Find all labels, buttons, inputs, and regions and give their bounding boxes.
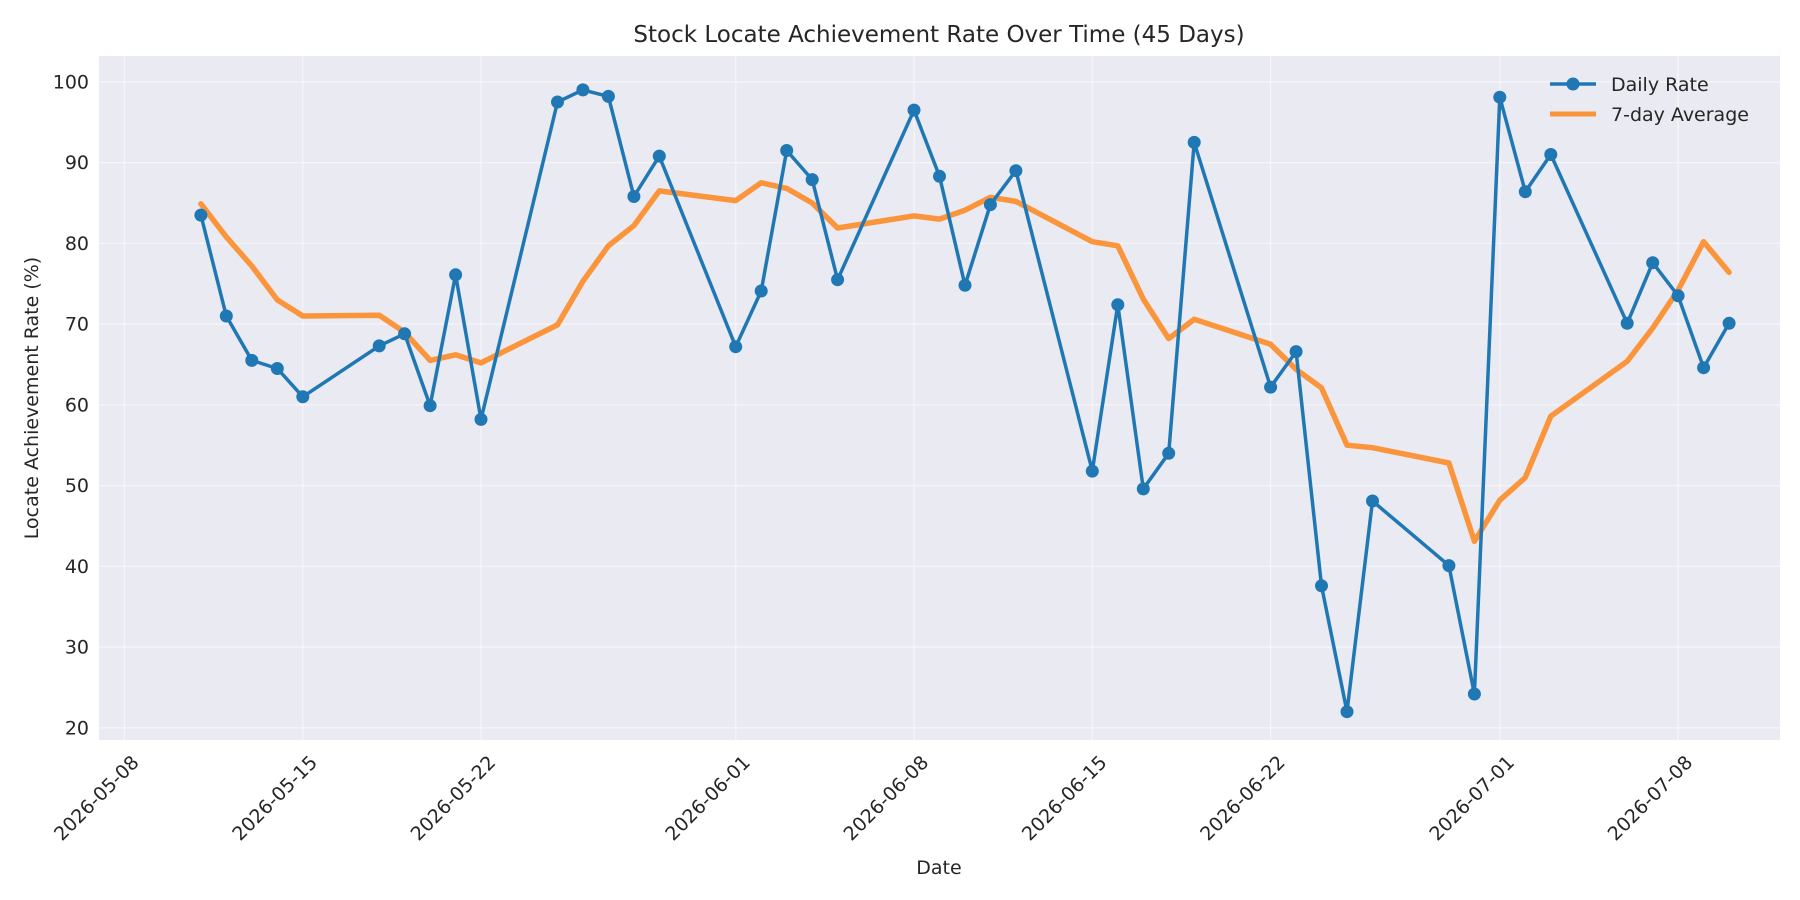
daily-rate-point xyxy=(1697,361,1711,375)
daily-rate-point xyxy=(474,412,488,426)
daily-rate-point xyxy=(1264,380,1278,394)
x-tick-label: 2026-05-22 xyxy=(407,752,501,846)
daily-rate-point xyxy=(601,89,615,103)
daily-rate-point xyxy=(831,273,845,287)
x-tick-label: 2026-05-15 xyxy=(228,752,322,846)
daily-rate-point xyxy=(958,278,972,292)
daily-rate-point xyxy=(398,327,412,341)
daily-rate-point xyxy=(1722,316,1736,330)
daily-rate-point xyxy=(1136,482,1150,496)
daily-rate-point xyxy=(983,198,997,212)
series-layer xyxy=(194,83,1736,719)
daily-rate-point xyxy=(1544,148,1558,161)
daily-rate-point xyxy=(1111,298,1125,312)
daily-rate-point xyxy=(1467,687,1481,701)
daily-rate-point xyxy=(729,340,743,354)
daily-rate-point xyxy=(1366,494,1379,508)
daily-rate-point xyxy=(1518,185,1532,199)
legend: Daily Rate 7-day Average xyxy=(1550,74,1749,126)
daily-rate-point xyxy=(245,353,259,367)
chart-title: Stock Locate Achievement Rate Over Time … xyxy=(633,22,1244,48)
daily-rate-point xyxy=(1620,316,1634,330)
plot-background xyxy=(99,56,1780,740)
x-tick-label: 2026-06-22 xyxy=(1196,752,1290,846)
daily-rate-point xyxy=(780,144,794,157)
y-tick-label: 80 xyxy=(65,233,89,255)
daily-rate-point xyxy=(1671,289,1685,303)
daily-rate-point xyxy=(1315,579,1328,593)
daily-rate-point xyxy=(449,268,463,282)
grid-lines xyxy=(99,56,1780,740)
y-tick-label: 20 xyxy=(65,717,89,739)
daily-rate-point xyxy=(194,208,208,222)
daily-rate-point xyxy=(576,83,590,97)
daily-rate-point xyxy=(1009,164,1023,178)
daily-rate-point xyxy=(372,339,386,353)
daily-rate-point xyxy=(423,399,437,413)
daily-rate-point xyxy=(1289,345,1303,359)
daily-rate-point xyxy=(805,173,819,187)
daily-rate-point xyxy=(754,284,768,298)
y-tick-label: 70 xyxy=(65,314,89,336)
y-axis-title: Locate Achievement Rate (%) xyxy=(21,257,43,539)
y-tick-label: 90 xyxy=(65,152,89,174)
x-axis-title: Date xyxy=(916,857,961,879)
daily-rate-point xyxy=(1340,705,1354,719)
x-tick-label: 2026-06-01 xyxy=(661,752,755,846)
daily-rate-point xyxy=(627,190,641,203)
daily-rate-point xyxy=(1187,135,1201,149)
daily-rate-point xyxy=(1085,464,1099,478)
daily-rate-point xyxy=(1162,446,1176,460)
daily-rate-point xyxy=(933,169,946,183)
daily-rate-point xyxy=(907,103,921,117)
y-tick-label: 40 xyxy=(65,556,89,578)
x-tick-label: 2026-07-08 xyxy=(1604,752,1698,846)
daily-rate-point xyxy=(1646,256,1660,270)
legend-7day-average-label: 7-day Average xyxy=(1611,104,1749,126)
daily-rate-point xyxy=(551,95,564,109)
y-tick-label: 50 xyxy=(65,475,89,497)
x-tick-label: 2026-07-01 xyxy=(1425,752,1519,846)
y-tick-label: 30 xyxy=(65,637,89,659)
daily-rate-point xyxy=(1442,559,1456,573)
y-tick-label: 100 xyxy=(53,71,89,93)
x-tick-label: 2026-06-08 xyxy=(840,752,934,846)
legend-daily-rate-marker xyxy=(1566,77,1580,91)
y-tick-label: 60 xyxy=(65,394,89,416)
x-tick-label: 2026-06-15 xyxy=(1018,752,1112,846)
daily-rate-point xyxy=(270,362,284,375)
daily-rate-point xyxy=(219,309,233,323)
daily-rate-point xyxy=(1493,90,1507,104)
x-tick-label: 2026-05-08 xyxy=(50,752,144,846)
legend-daily-rate-label: Daily Rate xyxy=(1611,74,1709,96)
daily-rate-point xyxy=(296,390,310,404)
daily-rate-point xyxy=(652,149,666,163)
